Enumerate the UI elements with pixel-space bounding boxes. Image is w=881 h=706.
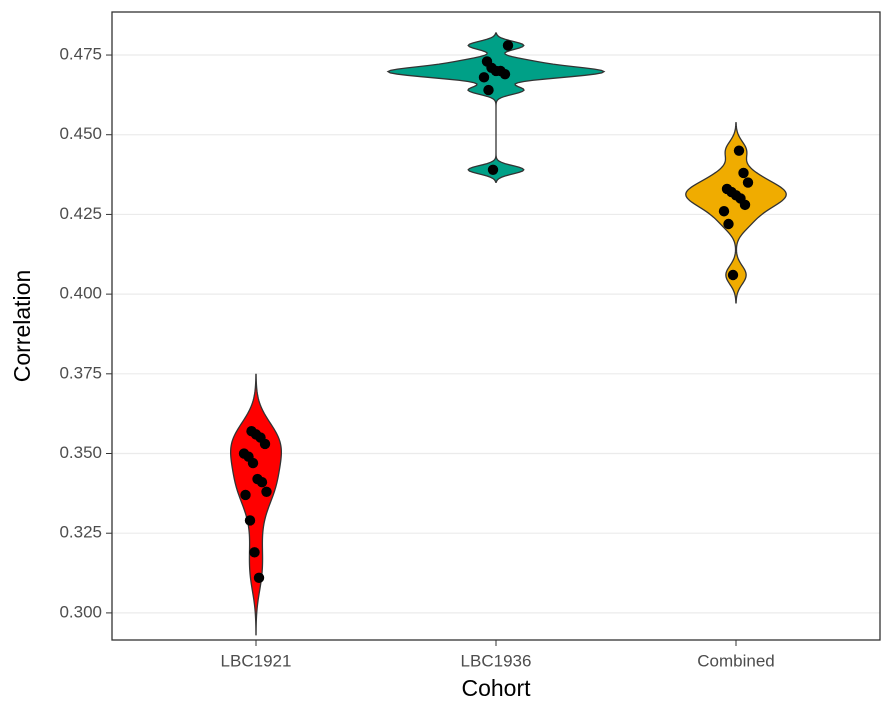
data-point — [723, 218, 734, 230]
y-tick-label: 0.450 — [59, 124, 102, 143]
y-tick-label: 0.425 — [59, 204, 102, 223]
panel-border — [111, 11, 881, 641]
violin — [386, 32, 606, 183]
data-point — [487, 164, 499, 175]
data-point — [499, 68, 511, 80]
data-point — [738, 167, 749, 179]
y-tick-label: 0.375 — [59, 363, 102, 382]
data-point — [240, 489, 251, 501]
data-point — [739, 199, 751, 211]
y-tick-label: 0.325 — [59, 523, 102, 542]
data-point — [259, 438, 271, 450]
x-tick-label: LBC1936 — [461, 651, 532, 670]
data-point — [483, 84, 494, 96]
data-point — [261, 486, 272, 497]
data-point — [502, 40, 514, 51]
y-tick-label: 0.300 — [59, 602, 102, 621]
x-axis-title: Cohort — [461, 675, 531, 701]
y-tick-label: 0.400 — [59, 284, 102, 303]
x-tick-label: LBC1921 — [221, 651, 292, 670]
data-point — [733, 145, 745, 156]
data-point — [247, 457, 259, 469]
data-point — [244, 515, 256, 526]
data-point — [249, 547, 260, 558]
data-point — [718, 206, 730, 217]
data-point — [256, 477, 268, 488]
violin — [685, 122, 787, 304]
x-tick-label: Combined — [697, 651, 775, 670]
data-point — [253, 572, 265, 584]
data-point — [727, 269, 739, 281]
data-point — [742, 177, 754, 188]
data-point — [478, 72, 490, 83]
violin — [229, 373, 283, 636]
y-tick-label: 0.350 — [59, 443, 102, 462]
y-axis-title: Correlation — [9, 270, 35, 383]
y-tick-label: 0.475 — [59, 45, 102, 64]
